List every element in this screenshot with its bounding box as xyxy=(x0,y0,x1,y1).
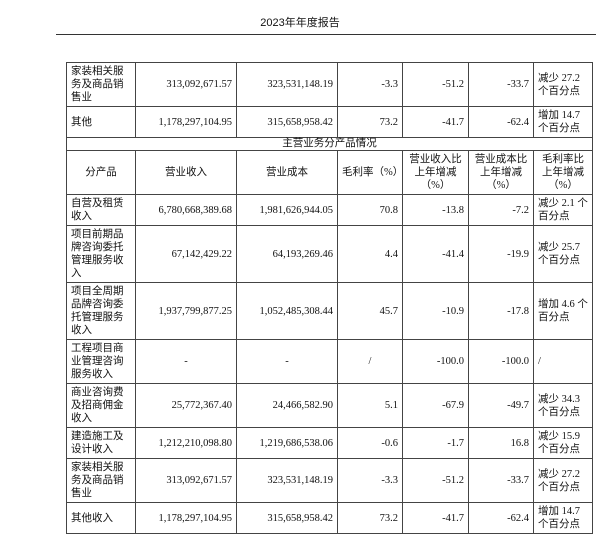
table-cell: / xyxy=(533,339,593,384)
table-cell: -41.7 xyxy=(402,106,469,138)
table-cell: -51.2 xyxy=(402,62,469,107)
table-cell: 减少 15.9 个百分点 xyxy=(533,427,593,459)
table-cell: -0.6 xyxy=(337,427,403,459)
table-cell: / xyxy=(337,339,403,384)
table-row: 其他收入 1,178,297,104.95 315,658,958.42 73.2 -4… xyxy=(66,502,593,534)
table-cell: - xyxy=(135,339,237,384)
table-cell: 减少 34.3 个百分点 xyxy=(533,383,593,428)
table-row: 商业咨询费及招商佣金收入 25,772,367.40 24,466,582.90 5.… xyxy=(66,383,593,428)
table-cell: 73.2 xyxy=(337,106,403,138)
table-row: 工程项目商业管理咨询服务收入 - - / -100.0 -100.0/ xyxy=(66,339,593,384)
table-cell: -17.8 xyxy=(468,282,534,340)
table-cell: 67,142,429.22 xyxy=(135,225,237,283)
table-cell: -51.2 xyxy=(402,458,469,503)
page: 2023年年度报告 家装相关服务及商品销售业 313,092,671.57 323,… xyxy=(56,17,596,534)
table-cell: -33.7 xyxy=(468,458,534,503)
header-rule xyxy=(56,34,596,35)
table-cell: -62.4 xyxy=(468,502,534,534)
report-header: 2023年年度报告 xyxy=(260,17,340,29)
table-cell: 313,092,671.57 xyxy=(135,458,237,503)
table-cell: 6,780,668,389.68 xyxy=(135,194,237,226)
table-cell: 4.4 xyxy=(337,225,403,283)
table-cell: 1,052,485,308.44 xyxy=(236,282,338,340)
table-cell: 64,193,269.46 xyxy=(236,225,338,283)
table-cell: 24,466,582.90 xyxy=(236,383,338,428)
table-cell: -7.2 xyxy=(468,194,534,226)
column-header: 毛利率（%） xyxy=(337,150,403,195)
table-cell: -3.3 xyxy=(337,458,403,503)
table-cell: 25,772,367.40 xyxy=(135,383,237,428)
table-cell: 其他 xyxy=(66,106,136,138)
table-row: 建造施工及设计收入 1,212,210,098.80 1,219,686,538.0… xyxy=(66,427,593,459)
table-cell: 1,212,210,098.80 xyxy=(135,427,237,459)
table-cell: 313,092,671.57 xyxy=(135,62,237,107)
table-cell: 自营及租赁收入 xyxy=(66,194,136,226)
section-row: 主营业务分产品情况 xyxy=(66,137,593,151)
table-cell: -67.9 xyxy=(402,383,469,428)
table-cell: 增加 14.7 个百分点 xyxy=(533,106,593,138)
table-cell: -41.7 xyxy=(402,502,469,534)
table-cell: -13.8 xyxy=(402,194,469,226)
table-cell: 商业咨询费及招商佣金收入 xyxy=(66,383,136,428)
table-cell: -49.7 xyxy=(468,383,534,428)
table-cell: 建造施工及设计收入 xyxy=(66,427,136,459)
table-body: 家装相关服务及商品销售业 313,092,671.57 323,531,148.19… xyxy=(66,62,593,534)
table-cell: 其他收入 xyxy=(66,502,136,534)
table-cell: 1,937,799,877.25 xyxy=(135,282,237,340)
table-cell: 减少 25.7 个百分点 xyxy=(533,225,593,283)
table-cell: -41.4 xyxy=(402,225,469,283)
column-header: 营业收入比上年增减（%） xyxy=(402,150,469,195)
table-cell: - xyxy=(236,339,338,384)
table-cell: -100.0 xyxy=(468,339,534,384)
table-cell: -33.7 xyxy=(468,62,534,107)
table-row: 家装相关服务及商品销售业 313,092,671.57 323,531,148.19… xyxy=(66,62,593,107)
table-cell: 增加 14.7 个百分点 xyxy=(533,502,593,534)
table-cell: 315,658,958.42 xyxy=(236,106,338,138)
table-cell: 5.1 xyxy=(337,383,403,428)
table-row: 项目全周期品牌咨询委托管理服务收入 1,937,799,877.25 1,052,4… xyxy=(66,282,593,340)
table-row: 项目前期品牌咨询委托管理服务收入 67,142,429.22 64,193,269.… xyxy=(66,225,593,283)
table-cell: -10.9 xyxy=(402,282,469,340)
table-cell: 1,178,297,104.95 xyxy=(135,502,237,534)
table-cell: 1,178,297,104.95 xyxy=(135,106,237,138)
table-cell: -3.3 xyxy=(337,62,403,107)
table-cell: 减少 27.2 个百分点 xyxy=(533,458,593,503)
column-header: 营业成本 xyxy=(236,150,338,195)
table-cell: 家装相关服务及商品销售业 xyxy=(66,62,136,107)
section-title: 主营业务分产品情况 xyxy=(66,137,593,151)
table-cell: 70.8 xyxy=(337,194,403,226)
table-cell: 1,219,686,538.06 xyxy=(236,427,338,459)
table-row: 自营及租赁收入 6,780,668,389.68 1,981,626,944.05 7… xyxy=(66,194,593,226)
table-cell: 315,658,958.42 xyxy=(236,502,338,534)
column-header: 分产品 xyxy=(66,150,136,195)
table-cell: 1,981,626,944.05 xyxy=(236,194,338,226)
table-cell: -62.4 xyxy=(468,106,534,138)
table-cell: 73.2 xyxy=(337,502,403,534)
table-cell: 减少 2.1 个百分点 xyxy=(533,194,593,226)
table-cell: 16.8 xyxy=(468,427,534,459)
product-table: 家装相关服务及商品销售业 313,092,671.57 323,531,148.19… xyxy=(66,62,593,534)
header-row: 分产品 营业收入 营业成本 毛利率（%） 营业收入比上年增减（%） 营业成本比上年增减（%… xyxy=(66,150,593,195)
table-cell: 减少 27.2 个百分点 xyxy=(533,62,593,107)
table-cell: -19.9 xyxy=(468,225,534,283)
table-row: 其他 1,178,297,104.95 315,658,958.42 73.2 -41.… xyxy=(66,106,593,138)
table-cell: 家装相关服务及商品销售业 xyxy=(66,458,136,503)
column-header: 营业收入 xyxy=(135,150,237,195)
table-row: 家装相关服务及商品销售业 313,092,671.57 323,531,148.19… xyxy=(66,458,593,503)
table-cell: 项目全周期品牌咨询委托管理服务收入 xyxy=(66,282,136,340)
table-cell: 增加 4.6 个百分点 xyxy=(533,282,593,340)
table-cell: 45.7 xyxy=(337,282,403,340)
table-cell: 项目前期品牌咨询委托管理服务收入 xyxy=(66,225,136,283)
table-cell: 323,531,148.19 xyxy=(236,62,338,107)
table-cell: -100.0 xyxy=(402,339,469,384)
column-header: 营业成本比上年增减（%） xyxy=(468,150,534,195)
table-cell: 323,531,148.19 xyxy=(236,458,338,503)
table-cell: -1.7 xyxy=(402,427,469,459)
table-cell: 工程项目商业管理咨询服务收入 xyxy=(66,339,136,384)
column-header: 毛利率比上年增减（%） xyxy=(533,150,593,195)
